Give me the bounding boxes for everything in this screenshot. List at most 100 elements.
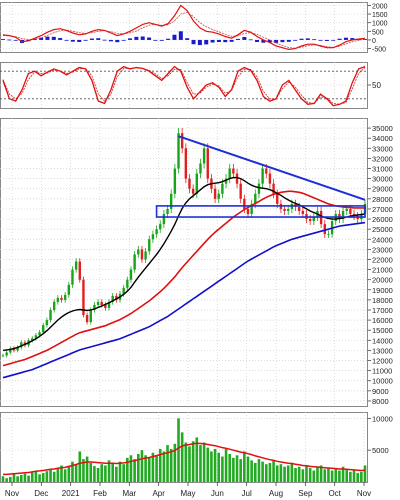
candle-body (287, 208, 290, 211)
candle-body (202, 148, 206, 164)
macd-histogram-bar (32, 38, 37, 40)
price-y-tick-label: 29000 (372, 185, 393, 194)
volume-bar (38, 474, 41, 482)
x-axis: Nov Dec 2021 Feb Mar Apr May Jun Jul Aug Sep Oct Nov (5, 482, 371, 498)
volume-bar (78, 451, 82, 482)
volume-bar (191, 441, 195, 482)
volume-bar (257, 459, 261, 482)
macd-histogram-bar (89, 38, 94, 40)
candle-body (173, 168, 177, 194)
volume-bar (352, 470, 356, 482)
volume-bar (232, 457, 235, 482)
macd-histogram-bar (134, 36, 139, 40)
candle-body (34, 335, 38, 339)
candle-body (104, 304, 107, 308)
macd-histogram-bar (267, 39, 272, 43)
price-y-tick-label: 20000 (372, 276, 393, 285)
volume-bar (202, 442, 206, 482)
candle-body (213, 188, 217, 199)
volume-bar (155, 455, 158, 482)
candle-body (308, 219, 312, 222)
x-tick-label: Aug (269, 489, 283, 498)
resistance-trendline (178, 135, 366, 201)
candle-body (232, 168, 235, 174)
volume-bar (327, 468, 330, 482)
candle-body (177, 133, 180, 169)
macd-histogram-bar (70, 39, 75, 42)
volume-bar (334, 469, 338, 482)
volume-bar (162, 451, 166, 482)
macd-histogram-bar (115, 39, 120, 43)
candle-body (268, 173, 272, 184)
candle-body (144, 251, 147, 260)
volume-bar (308, 468, 312, 482)
macd-histogram-bar (1, 39, 5, 40)
candle-body (56, 297, 60, 302)
candle-body (20, 342, 23, 348)
macd-histogram-bar (140, 36, 145, 40)
candle-body (151, 234, 155, 240)
macd-y-tick-label: 0 (372, 38, 376, 45)
macd-y-tick-label: 1000 (372, 21, 388, 28)
macd-histogram-bar (305, 38, 310, 40)
volume-bar (166, 445, 169, 482)
volume-bar (100, 464, 104, 482)
candle-body (133, 254, 136, 270)
volume-bar (243, 451, 246, 482)
volume-bar (363, 465, 367, 482)
macd-histogram-bar (350, 38, 355, 40)
price-y-tick-label: 12000 (372, 357, 393, 366)
volume-bar (345, 469, 349, 482)
candle-body (301, 210, 305, 214)
candle-body (327, 234, 330, 236)
candle-body (243, 198, 246, 209)
volume-panel-frame (0, 412, 368, 483)
volume-bar (151, 452, 155, 482)
volume-bar (261, 461, 264, 482)
volume-bar (9, 476, 12, 482)
volume-bar (177, 418, 180, 482)
macd-histogram-bar (324, 39, 329, 41)
price-y-tick-label: 18000 (372, 296, 393, 305)
x-tick-label: Jun (211, 489, 224, 498)
volume-bar (158, 448, 162, 482)
macd-histogram-bar (191, 39, 196, 45)
volume-bar (319, 465, 323, 482)
volume-bar (254, 462, 257, 482)
price-y-tick-label: 16000 (372, 316, 393, 325)
price-y-tick-label: 8000 (372, 397, 389, 406)
moving-average-long (2, 221, 366, 379)
volume-bar (275, 465, 279, 482)
candle-body (257, 183, 261, 194)
candle-body (184, 148, 188, 179)
candle-body (155, 229, 158, 235)
candle-body (166, 208, 169, 214)
volume-y-tick-label: 5000 (372, 446, 389, 455)
candle-body (100, 301, 103, 305)
price-y-tick-label: 19000 (372, 286, 393, 295)
volume-bar (71, 461, 74, 482)
macd-histogram-bar (223, 39, 228, 43)
candle-body (228, 168, 231, 179)
macd-histogram-bar (45, 36, 50, 40)
macd-histogram-bar (261, 39, 266, 43)
candle-body (272, 183, 275, 194)
macd-y-tick-label: 2000 (372, 3, 388, 10)
volume-bar (27, 475, 30, 482)
candle-body (162, 214, 166, 225)
candle-body (180, 133, 184, 149)
candle-body (341, 210, 345, 220)
stochastic-panel-frame (0, 62, 368, 109)
macd-histogram-bar (331, 39, 336, 41)
x-tick-label: Feb (93, 489, 107, 498)
macd-histogram-bar (102, 39, 107, 41)
volume-bar (316, 466, 319, 482)
volume-bar (169, 448, 173, 482)
candle-body (206, 148, 209, 179)
candle-body (159, 224, 162, 230)
volume-bar (279, 464, 283, 482)
volume-bar (349, 471, 352, 482)
price-y-tick-label: 33000 (372, 144, 393, 153)
volume-bar (63, 469, 67, 482)
